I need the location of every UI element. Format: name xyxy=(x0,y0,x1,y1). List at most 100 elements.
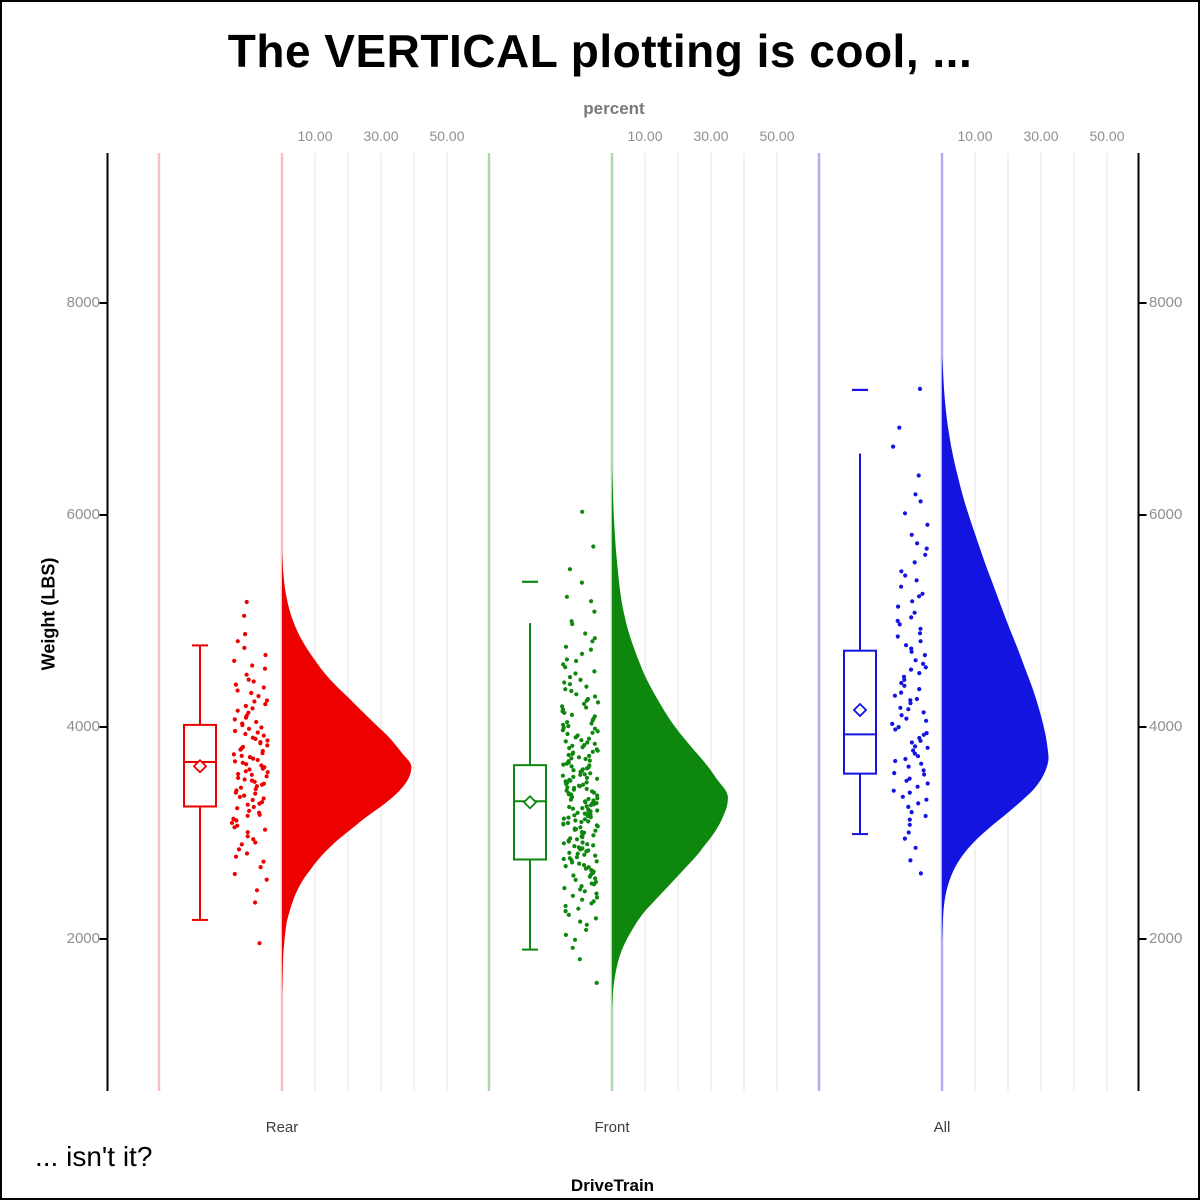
data-point xyxy=(264,698,270,703)
data-point xyxy=(264,774,269,779)
data-point xyxy=(582,743,587,748)
data-point xyxy=(593,828,598,833)
data-point xyxy=(253,840,258,845)
data-point xyxy=(235,806,240,811)
data-point xyxy=(583,631,588,636)
data-point xyxy=(579,738,584,743)
data-point xyxy=(909,649,914,654)
data-point xyxy=(921,661,926,667)
percent-tick-label: 30.00 xyxy=(693,128,729,144)
data-point xyxy=(561,841,567,846)
data-point xyxy=(594,980,599,986)
data-point xyxy=(906,764,911,769)
data-point xyxy=(908,858,913,863)
data-point xyxy=(571,774,576,780)
data-point xyxy=(592,726,598,731)
data-point xyxy=(564,594,570,599)
y-tick-label: 4000 xyxy=(66,718,100,735)
y-tick-label: 6000 xyxy=(66,506,100,523)
data-point xyxy=(895,618,900,624)
data-point xyxy=(579,651,585,657)
data-point xyxy=(561,816,567,821)
data-point xyxy=(247,767,252,772)
data-point xyxy=(581,863,587,868)
data-point xyxy=(585,740,590,745)
data-point xyxy=(566,912,571,918)
data-point xyxy=(909,740,915,745)
data-point xyxy=(578,919,583,924)
data-point xyxy=(921,768,926,773)
data-point xyxy=(907,817,912,822)
data-point xyxy=(914,578,919,583)
data-point xyxy=(910,599,915,604)
data-point xyxy=(588,647,594,652)
data-point xyxy=(587,758,592,763)
data-point xyxy=(913,845,918,850)
data-point xyxy=(561,662,566,667)
data-point xyxy=(265,770,270,775)
data-point xyxy=(915,784,920,789)
data-point xyxy=(922,653,928,658)
data-point xyxy=(584,922,589,927)
data-point xyxy=(570,806,576,811)
data-point xyxy=(562,886,567,891)
data-point xyxy=(233,682,238,687)
data-point xyxy=(585,842,590,847)
data-point xyxy=(234,788,239,793)
y-tick-label: 2000 xyxy=(66,930,100,947)
data-point xyxy=(240,744,246,750)
data-point xyxy=(908,667,914,672)
data-point xyxy=(245,813,250,818)
data-point xyxy=(251,679,256,684)
data-point xyxy=(925,781,930,786)
data-point xyxy=(917,594,922,599)
data-point xyxy=(917,671,922,676)
data-point xyxy=(571,768,576,773)
data-point xyxy=(589,881,594,886)
data-point xyxy=(922,772,927,777)
y-tick-label: 8000 xyxy=(66,294,100,311)
data-point xyxy=(565,731,570,737)
data-point xyxy=(909,646,914,651)
data-point xyxy=(567,856,573,861)
data-point xyxy=(915,754,921,759)
data-point xyxy=(582,852,587,857)
data-point xyxy=(906,804,911,810)
data-point xyxy=(899,713,904,718)
data-point xyxy=(590,639,595,644)
data-point xyxy=(572,813,577,818)
data-point xyxy=(594,747,599,752)
data-point xyxy=(569,764,574,769)
data-point xyxy=(566,815,571,820)
data-point xyxy=(584,927,589,933)
data-point xyxy=(575,810,580,816)
y-tick-label: 2000 xyxy=(1149,930,1183,947)
data-point xyxy=(563,932,569,938)
data-point xyxy=(582,772,587,777)
data-point xyxy=(581,701,587,707)
data-point xyxy=(567,777,572,783)
percent-tick-label: 30.00 xyxy=(1023,128,1059,144)
mean-diamond-all xyxy=(852,702,868,718)
data-point xyxy=(236,775,241,781)
data-point xyxy=(895,634,900,639)
data-point xyxy=(576,783,582,788)
data-point xyxy=(913,492,918,497)
data-point xyxy=(595,793,600,798)
violin-all xyxy=(942,356,1049,945)
data-point xyxy=(245,802,250,807)
data-point xyxy=(592,636,597,641)
data-point xyxy=(263,702,268,707)
percent-tick-label: 30.00 xyxy=(363,128,399,144)
data-point xyxy=(593,916,599,921)
data-point xyxy=(893,727,898,732)
data-point xyxy=(924,797,929,802)
data-point xyxy=(588,771,593,776)
data-point xyxy=(592,609,597,614)
data-point xyxy=(261,859,266,864)
data-point xyxy=(251,837,256,842)
data-point xyxy=(246,726,252,731)
data-point xyxy=(578,825,583,830)
data-point xyxy=(584,684,589,689)
data-point xyxy=(924,546,929,551)
